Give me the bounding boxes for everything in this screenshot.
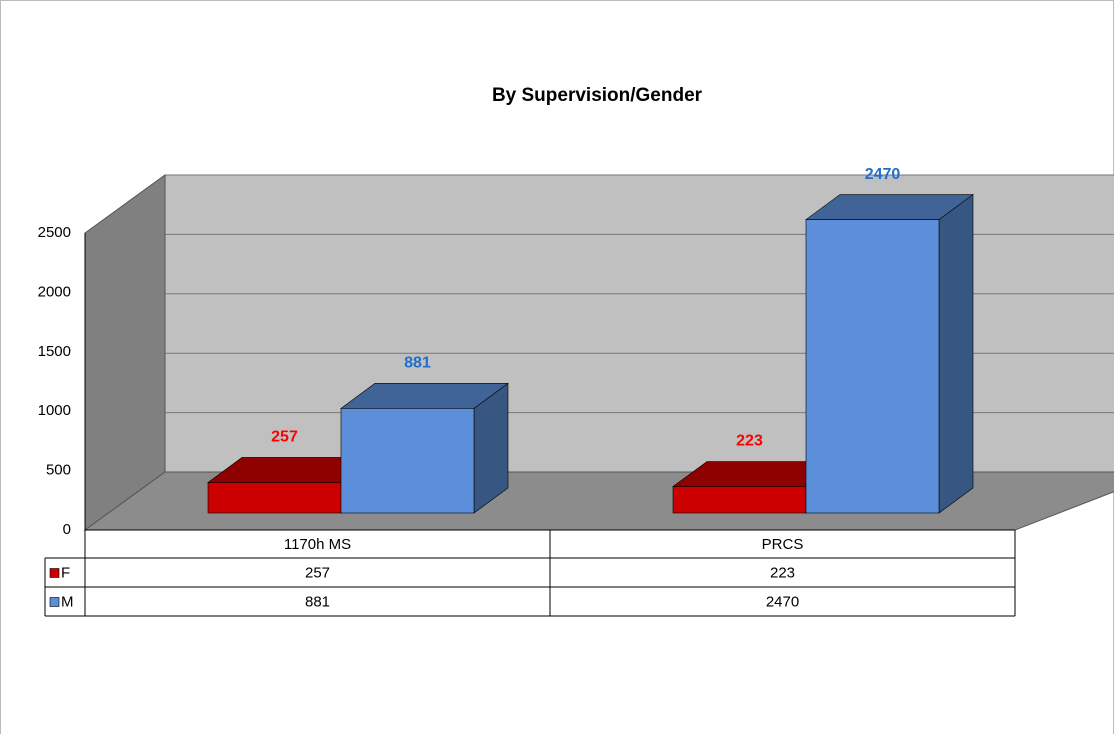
bar	[805, 219, 940, 514]
legend-swatch	[49, 568, 60, 578]
bar-side	[938, 193, 974, 514]
table-cell: 2470	[766, 593, 799, 610]
y-tick-label: 1500	[38, 343, 71, 360]
table-cell: 881	[305, 593, 330, 610]
y-tick-label: 2000	[38, 283, 71, 300]
data-label: 223	[736, 433, 763, 450]
table-cell: 257	[305, 564, 330, 581]
data-label: 2470	[865, 166, 901, 183]
chart-title: By Supervision/Gender	[492, 85, 703, 106]
y-tick-label: 2500	[38, 224, 71, 241]
x-tick-label: PRCS	[762, 536, 804, 553]
bar	[207, 482, 342, 514]
side-wall	[84, 174, 166, 531]
y-tick-label: 1000	[38, 402, 71, 419]
y-tick-label: 0	[63, 521, 71, 538]
data-label: 881	[404, 355, 431, 372]
x-tick-label: 1170h MS	[284, 536, 351, 553]
legend-label: F	[61, 564, 70, 581]
table-cell: 223	[770, 564, 795, 581]
data-label: 257	[271, 429, 298, 446]
bar	[672, 486, 807, 514]
y-tick-label: 500	[46, 462, 71, 479]
legend-label: M	[61, 593, 74, 610]
bar	[340, 408, 475, 514]
legend-swatch	[49, 597, 60, 607]
